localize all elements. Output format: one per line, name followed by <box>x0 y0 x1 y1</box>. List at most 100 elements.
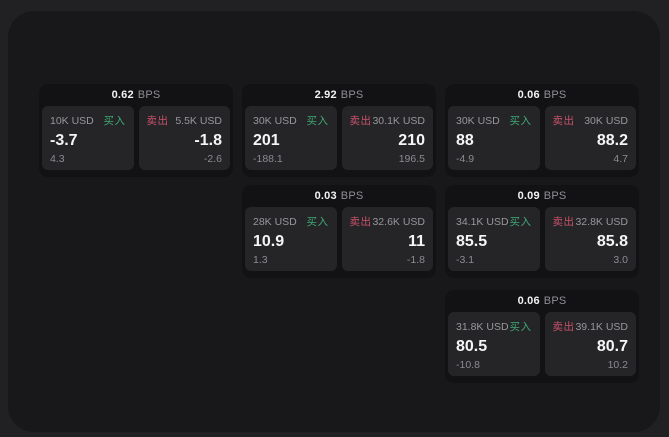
sell-side-label: 卖出 <box>349 216 372 228</box>
bps-header: 0.62 BPS <box>39 84 233 106</box>
bps-value: 0.03 <box>314 190 337 202</box>
sell-size-label: 39.1K USD <box>575 320 628 333</box>
bps-unit-label: BPS <box>340 89 364 101</box>
quote-card: 0.06 BPS 30K USD 买入 88 -4.9 卖出 30K USD 8… <box>445 84 639 177</box>
bps-unit-label: BPS <box>340 190 364 202</box>
quote-card: 0.06 BPS 31.8K USD 买入 80.5 -10.8 卖出 39.1… <box>445 290 639 383</box>
buy-delta: 1.3 <box>253 253 268 266</box>
buy-price: 201 <box>253 131 280 149</box>
sell-delta: -1.8 <box>406 253 425 266</box>
buy-size-label: 30K USD <box>456 114 500 127</box>
buy-tile-header: 31.8K USD 买入 <box>456 319 532 334</box>
bps-unit-label: BPS <box>543 89 567 101</box>
main-container: 0.62 BPS 10K USD 买入 -3.7 4.3 卖出 5.5K USD… <box>8 11 660 432</box>
sell-delta: 196.5 <box>398 152 425 165</box>
bps-value: 0.09 <box>517 190 540 202</box>
sell-side-label: 卖出 <box>349 115 372 127</box>
bps-value: 0.62 <box>111 89 134 101</box>
sell-tile-header: 卖出 32.6K USD <box>350 214 426 229</box>
buy-delta: -4.9 <box>456 152 475 165</box>
sell-size-label: 30.1K USD <box>372 114 425 127</box>
sell-size-label: 30K USD <box>584 114 628 127</box>
sell-side-label: 卖出 <box>552 115 575 127</box>
sell-side-label: 卖出 <box>146 115 169 127</box>
quote-tiles: 28K USD 买入 10.9 1.3 卖出 32.6K USD 11 -1.8 <box>242 207 436 278</box>
buy-tile-header: 28K USD 买入 <box>253 214 329 229</box>
quote-card: 0.03 BPS 28K USD 买入 10.9 1.3 卖出 32.6K US… <box>242 185 436 278</box>
sell-delta: 10.2 <box>607 358 628 371</box>
quote-tiles: 10K USD 买入 -3.7 4.3 卖出 5.5K USD -1.8 -2.… <box>39 106 233 177</box>
sell-tile[interactable]: 卖出 30K USD 88.2 4.7 <box>544 106 636 170</box>
sell-tile-header: 卖出 30.1K USD <box>350 113 426 128</box>
bps-header: 2.92 BPS <box>242 84 436 106</box>
buy-size-label: 31.8K USD <box>456 320 509 333</box>
sell-tile[interactable]: 卖出 32.8K USD 85.8 3.0 <box>544 207 636 271</box>
bps-header: 0.03 BPS <box>242 185 436 207</box>
buy-tile[interactable]: 10K USD 买入 -3.7 4.3 <box>42 106 134 170</box>
sell-tile-header: 卖出 30K USD <box>553 113 629 128</box>
bps-header: 0.06 BPS <box>445 290 639 312</box>
buy-price: 80.5 <box>456 337 488 355</box>
buy-size-label: 30K USD <box>253 114 297 127</box>
sell-tile[interactable]: 卖出 39.1K USD 80.7 10.2 <box>544 312 636 376</box>
buy-side-label: 买入 <box>306 216 329 228</box>
sell-side-label: 卖出 <box>552 321 575 333</box>
sell-delta: 3.0 <box>613 253 628 266</box>
buy-price: 85.5 <box>456 232 488 250</box>
buy-delta: -10.8 <box>456 358 480 371</box>
buy-tile-header: 30K USD 买入 <box>456 113 532 128</box>
bps-value: 0.06 <box>517 295 540 307</box>
buy-price: 10.9 <box>253 232 285 250</box>
buy-tile-header: 34.1K USD 买入 <box>456 214 532 229</box>
buy-delta: -3.1 <box>456 253 475 266</box>
buy-tile[interactable]: 28K USD 买入 10.9 1.3 <box>245 207 337 271</box>
quote-tiles: 30K USD 买入 88 -4.9 卖出 30K USD 88.2 4.7 <box>445 106 639 177</box>
bps-header: 0.09 BPS <box>445 185 639 207</box>
buy-tile-header: 30K USD 买入 <box>253 113 329 128</box>
sell-size-label: 5.5K USD <box>175 114 222 127</box>
sell-tile[interactable]: 卖出 30.1K USD 210 196.5 <box>341 106 433 170</box>
buy-price: 88 <box>456 131 474 149</box>
quote-tiles: 30K USD 买入 201 -188.1 卖出 30.1K USD 210 1… <box>242 106 436 177</box>
buy-tile[interactable]: 30K USD 买入 201 -188.1 <box>245 106 337 170</box>
buy-price: -3.7 <box>50 131 78 149</box>
quote-card: 0.09 BPS 34.1K USD 买入 85.5 -3.1 卖出 32.8K… <box>445 185 639 278</box>
sell-tile[interactable]: 卖出 32.6K USD 11 -1.8 <box>341 207 433 271</box>
bps-unit-label: BPS <box>137 89 161 101</box>
sell-price: -1.8 <box>194 131 222 149</box>
buy-side-label: 买入 <box>103 115 126 127</box>
sell-price: 88.2 <box>596 131 628 149</box>
buy-side-label: 买入 <box>306 115 329 127</box>
quote-card: 2.92 BPS 30K USD 买入 201 -188.1 卖出 30.1K … <box>242 84 436 177</box>
buy-delta: -188.1 <box>253 152 283 165</box>
sell-tile-header: 卖出 5.5K USD <box>147 113 223 128</box>
buy-size-label: 10K USD <box>50 114 94 127</box>
bps-header: 0.06 BPS <box>445 84 639 106</box>
sell-size-label: 32.6K USD <box>372 215 425 228</box>
sell-price: 210 <box>398 131 425 149</box>
quote-tiles: 31.8K USD 买入 80.5 -10.8 卖出 39.1K USD 80.… <box>445 312 639 383</box>
buy-side-label: 买入 <box>509 115 532 127</box>
sell-tile-header: 卖出 32.8K USD <box>553 214 629 229</box>
buy-tile-header: 10K USD 买入 <box>50 113 126 128</box>
quote-tiles: 34.1K USD 买入 85.5 -3.1 卖出 32.8K USD 85.8… <box>445 207 639 278</box>
buy-tile[interactable]: 31.8K USD 买入 80.5 -10.8 <box>448 312 540 376</box>
bps-unit-label: BPS <box>543 190 567 202</box>
buy-size-label: 28K USD <box>253 215 297 228</box>
bps-value: 2.92 <box>314 89 337 101</box>
sell-tile[interactable]: 卖出 5.5K USD -1.8 -2.6 <box>138 106 230 170</box>
buy-tile[interactable]: 34.1K USD 买入 85.5 -3.1 <box>448 207 540 271</box>
sell-delta: -2.6 <box>203 152 222 165</box>
bps-unit-label: BPS <box>543 295 567 307</box>
quote-card: 0.62 BPS 10K USD 买入 -3.7 4.3 卖出 5.5K USD… <box>39 84 233 177</box>
bps-value: 0.06 <box>517 89 540 101</box>
buy-delta: 4.3 <box>50 152 65 165</box>
buy-tile[interactable]: 30K USD 买入 88 -4.9 <box>448 106 540 170</box>
sell-tile-header: 卖出 39.1K USD <box>553 319 629 334</box>
sell-delta: 4.7 <box>613 152 628 165</box>
sell-price: 80.7 <box>596 337 628 355</box>
sell-price: 85.8 <box>596 232 628 250</box>
buy-side-label: 买入 <box>509 216 532 228</box>
buy-side-label: 买入 <box>509 321 532 333</box>
